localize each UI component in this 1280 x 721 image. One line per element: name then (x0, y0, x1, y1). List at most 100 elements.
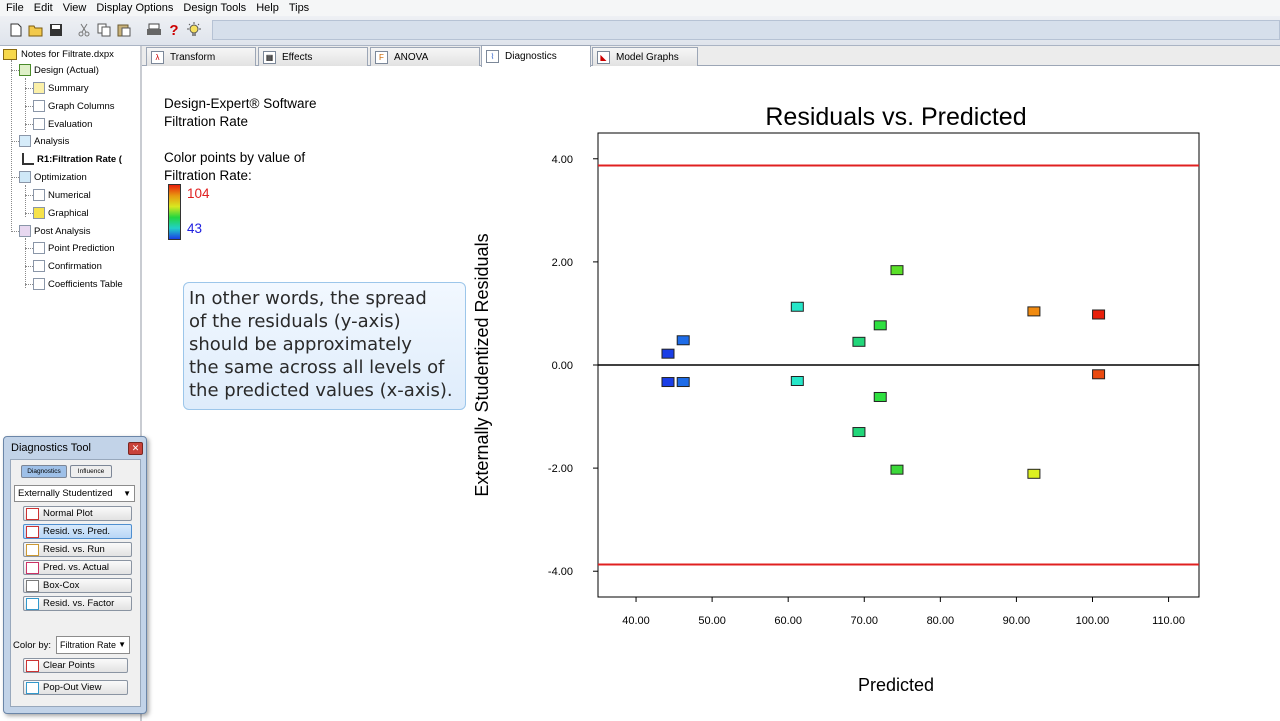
tip-lightbulb-icon[interactable] (186, 22, 202, 38)
x-tick-label: 80.00 (927, 615, 955, 627)
tab-transform[interactable]: λ Transform (146, 47, 256, 66)
response-chart-icon (22, 153, 34, 165)
menu-file[interactable]: File (6, 2, 24, 14)
tree-design[interactable]: Design (Actual) (19, 62, 99, 78)
menu-edit[interactable]: Edit (33, 2, 53, 14)
diagnostics-icon: ⌇ (486, 50, 499, 63)
tree-point-prediction[interactable]: Point Prediction (33, 240, 115, 256)
data-point (890, 464, 904, 475)
new-file-icon[interactable] (8, 22, 24, 38)
y-tick-label: 4.00 (552, 154, 573, 166)
tab-anova[interactable]: F ANOVA (370, 47, 480, 66)
chart-title: Residuals vs. Predicted (765, 103, 1026, 131)
resid-vs-run-icon (26, 543, 39, 556)
menu-tips[interactable]: Tips (288, 2, 310, 14)
color-by-label: Color by: (13, 640, 52, 651)
x-tick-label: 60.00 (774, 615, 802, 627)
data-point (890, 265, 904, 276)
pop-out-view-button[interactable]: Pop-Out View (23, 680, 128, 695)
tree-numerical[interactable]: Numerical (33, 187, 91, 203)
explanation-callout: In other words, the spread of the residu… (183, 282, 466, 410)
menu-display-options[interactable]: Display Options (96, 2, 174, 14)
help-icon[interactable]: ? (169, 21, 179, 39)
clear-points-button[interactable]: Clear Points (23, 658, 128, 673)
software-label: Design-Expert® Software (164, 96, 317, 111)
tab-bar: λ Transform ▦ Effects F ANOVA ⌇ Diagnost… (142, 45, 1280, 67)
normal-plot-icon (26, 507, 39, 520)
data-point (661, 348, 675, 359)
y-tick-label: -2.00 (548, 463, 573, 475)
tab-effects[interactable]: ▦ Effects (258, 47, 368, 66)
tree-analysis[interactable]: Analysis (19, 133, 69, 149)
color-scale-bar (168, 184, 181, 240)
confirmation-icon (33, 260, 45, 272)
tree-coefficients-table[interactable]: Coefficients Table (33, 276, 123, 292)
data-point (676, 377, 690, 388)
tree-root[interactable]: Notes for Filtrate.dxpx (3, 46, 114, 62)
y-tick-label: 2.00 (552, 257, 573, 269)
summary-icon (33, 82, 45, 94)
chevron-down-icon: ▼ (116, 640, 126, 649)
menu-view[interactable]: View (62, 2, 87, 14)
paste-icon[interactable] (116, 22, 132, 38)
tree-post-analysis[interactable]: Post Analysis (19, 223, 91, 239)
diagnostics-subtab[interactable]: Diagnostics (21, 465, 67, 478)
normal-plot-button[interactable]: Normal Plot (23, 506, 132, 521)
chevron-down-icon: ▼ (123, 489, 131, 498)
residuals-vs-predicted-chart: Residuals vs. Predicted Externally Stude… (472, 103, 1200, 695)
y-tick-label: 0.00 (552, 360, 573, 372)
color-scale-max: 104 (187, 186, 210, 201)
tab-diagnostics[interactable]: ⌇ Diagnostics (481, 45, 591, 67)
tree-graph-columns[interactable]: Graph Columns (33, 98, 115, 114)
tree-r1-filtration-rate[interactable]: R1:Filtration Rate ( (22, 151, 122, 167)
resid-vs-pred-icon (26, 525, 39, 538)
diagnostics-tool-window: Diagnostics Tool ✕ Diagnostics Influence… (3, 436, 147, 714)
clear-points-icon (26, 659, 39, 672)
tree-optimization[interactable]: Optimization (19, 169, 87, 185)
tree-evaluation[interactable]: Evaluation (33, 116, 92, 132)
pred-vs-actual-button[interactable]: Pred. vs. Actual (23, 560, 132, 575)
box-cox-button[interactable]: Box-Cox (23, 578, 132, 593)
response-label: Filtration Rate (164, 114, 249, 129)
callout-line-4: the same across all levels of (189, 357, 445, 378)
toolbar-extension (212, 20, 1280, 40)
callout-line-3: should be approximately (189, 334, 412, 355)
data-point (1027, 468, 1041, 479)
callout-line-1: In other words, the spread (189, 288, 427, 309)
influence-subtab[interactable]: Influence (70, 465, 112, 478)
optimization-icon (19, 171, 31, 183)
x-tick-label: 40.00 (622, 615, 650, 627)
x-tick-label: 110.00 (1152, 615, 1185, 627)
color-legend-title-1: Color points by value of (164, 150, 306, 165)
x-tick-label: 70.00 (851, 615, 879, 627)
data-point (1092, 309, 1106, 320)
print-icon[interactable] (146, 22, 162, 38)
graph-columns-icon (33, 100, 45, 112)
copy-icon[interactable] (96, 22, 112, 38)
data-point (873, 320, 887, 331)
tree-summary[interactable]: Summary (33, 80, 89, 96)
open-folder-icon[interactable] (28, 22, 44, 38)
x-tick-label: 100.00 (1076, 615, 1110, 627)
menu-help[interactable]: Help (256, 2, 279, 14)
menu-design-tools[interactable]: Design Tools (183, 2, 247, 14)
box-cox-icon (26, 579, 39, 592)
color-by-select[interactable]: Filtration Rate ▼ (56, 636, 130, 654)
pop-out-icon (26, 681, 39, 694)
tab-model-graphs[interactable]: ◣ Model Graphs (592, 47, 698, 66)
x-tick-label: 50.00 (698, 615, 726, 627)
resid-vs-pred-button[interactable]: Resid. vs. Pred. (23, 524, 132, 539)
transform-icon: λ (151, 50, 164, 64)
data-point (790, 375, 804, 386)
cut-icon[interactable] (76, 22, 92, 38)
save-icon[interactable] (48, 22, 64, 38)
resid-vs-run-button[interactable]: Resid. vs. Run (23, 542, 132, 557)
residual-type-select[interactable]: Externally Studentized ▼ (14, 485, 135, 502)
tree-graphical[interactable]: Graphical (33, 205, 89, 221)
pred-vs-actual-icon (26, 561, 39, 574)
color-scale-min: 43 (187, 221, 203, 236)
tree-confirmation[interactable]: Confirmation (33, 258, 102, 274)
close-icon[interactable]: ✕ (128, 442, 143, 455)
point-prediction-icon (33, 242, 45, 254)
resid-vs-factor-button[interactable]: Resid. vs. Factor (23, 596, 132, 611)
